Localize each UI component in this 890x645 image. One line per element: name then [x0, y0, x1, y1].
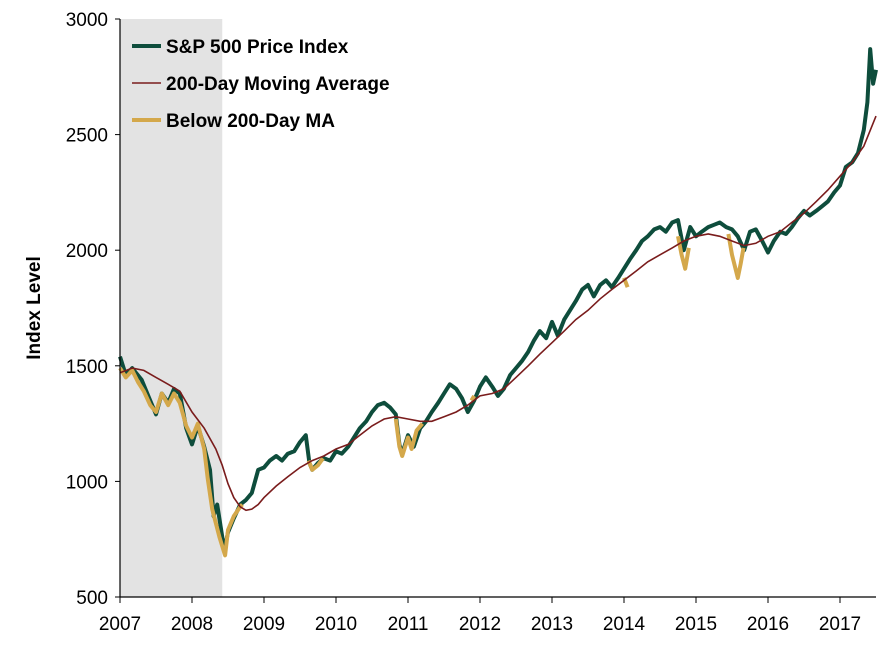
x-tick-label: 2015: [675, 614, 717, 635]
x-tick-label: 2008: [171, 614, 213, 635]
x-tick-label: 2011: [388, 614, 429, 635]
series-layer: [118, 47, 878, 558]
x-tick-label: 2013: [531, 614, 573, 635]
legend: S&P 500 Price Index 200-Day Moving Averag…: [132, 37, 390, 132]
y-tick-label: 2500: [66, 126, 108, 147]
y-tick-label: 2000: [66, 241, 108, 262]
series-segment-below-ma-5: [676, 235, 691, 271]
legend-item-200-day-ma-label: 200-Day Moving Average: [166, 74, 390, 95]
series-line-sp500-price: [118, 47, 878, 553]
series-segment-below-ma-3: [469, 394, 476, 402]
x-tick-label: 2014: [603, 614, 646, 635]
x-ticks: 2007 2008 2009 2010 2011 2012 2013 2014 2015 2016…: [99, 597, 861, 635]
y-tick-label: 500: [76, 588, 108, 609]
x-tick-label: 2012: [459, 614, 501, 635]
y-tick-label: 1500: [66, 357, 108, 378]
x-tick-label: 2009: [243, 614, 285, 635]
y-tick-label: 1000: [66, 472, 108, 493]
series-line-200-day-ma: [119, 115, 877, 512]
series-segment-below-ma-6: [726, 233, 746, 280]
axes: [119, 19, 876, 598]
series-segment-below-ma-0: [118, 367, 244, 558]
series-segment-below-ma-1: [306, 457, 325, 472]
y-axis-title: Index Level: [24, 256, 45, 360]
x-tick-label: 2016: [747, 614, 789, 635]
y-ticks: 500 1000 1500 2000 2500 3000: [66, 10, 120, 609]
legend-item-below-ma-label: Below 200-Day MA: [166, 111, 335, 132]
x-tick-label: 2017: [819, 614, 861, 635]
x-tick-label: 2010: [315, 614, 357, 635]
shaded-region: [120, 19, 223, 597]
y-tick-label: 3000: [66, 10, 108, 31]
recession-shading: [120, 19, 223, 597]
legend-item-sp500-price-label: S&P 500 Price Index: [166, 37, 349, 58]
x-tick-label: 2007: [99, 614, 141, 635]
series-segment-below-ma-2: [393, 418, 424, 458]
